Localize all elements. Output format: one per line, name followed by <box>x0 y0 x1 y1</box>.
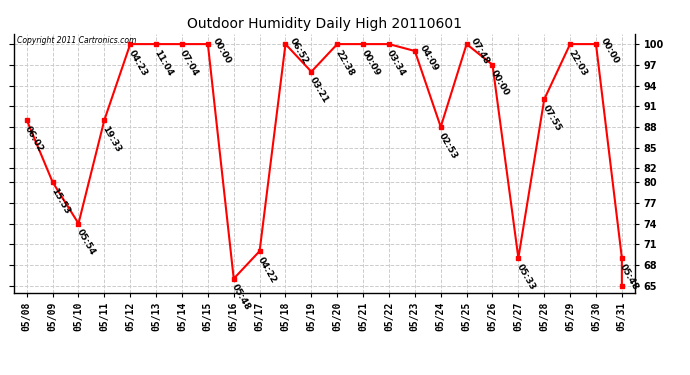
Text: 11:04: 11:04 <box>152 48 175 78</box>
Text: 22:38: 22:38 <box>333 48 356 78</box>
Text: 07:55: 07:55 <box>540 104 563 133</box>
Text: 07:04: 07:04 <box>178 48 201 78</box>
Text: 05:48: 05:48 <box>618 262 640 291</box>
Text: Copyright 2011 Cartronics.com: Copyright 2011 Cartronics.com <box>17 36 137 45</box>
Text: 15:53: 15:53 <box>49 186 71 216</box>
Text: 07:48: 07:48 <box>469 37 491 66</box>
Text: 06:02: 06:02 <box>23 124 45 153</box>
Text: 05:54: 05:54 <box>75 228 97 257</box>
Text: 02:53: 02:53 <box>437 131 459 160</box>
Text: 05:33: 05:33 <box>515 262 537 291</box>
Text: 00:09: 00:09 <box>359 48 382 77</box>
Text: 04:09: 04:09 <box>417 44 440 73</box>
Text: 00:00: 00:00 <box>210 37 233 66</box>
Text: 03:21: 03:21 <box>308 76 330 105</box>
Text: 19:33: 19:33 <box>101 124 123 154</box>
Text: 00:00: 00:00 <box>489 69 511 98</box>
Text: 04:22: 04:22 <box>256 255 278 285</box>
Text: 00:00: 00:00 <box>599 37 620 66</box>
Text: 22:03: 22:03 <box>566 48 589 78</box>
Title: Outdoor Humidity Daily High 20110601: Outdoor Humidity Daily High 20110601 <box>187 17 462 31</box>
Text: 05:48: 05:48 <box>230 283 253 312</box>
Text: 04:23: 04:23 <box>126 48 149 78</box>
Text: 03:34: 03:34 <box>385 48 408 78</box>
Text: 06:52: 06:52 <box>288 37 311 66</box>
